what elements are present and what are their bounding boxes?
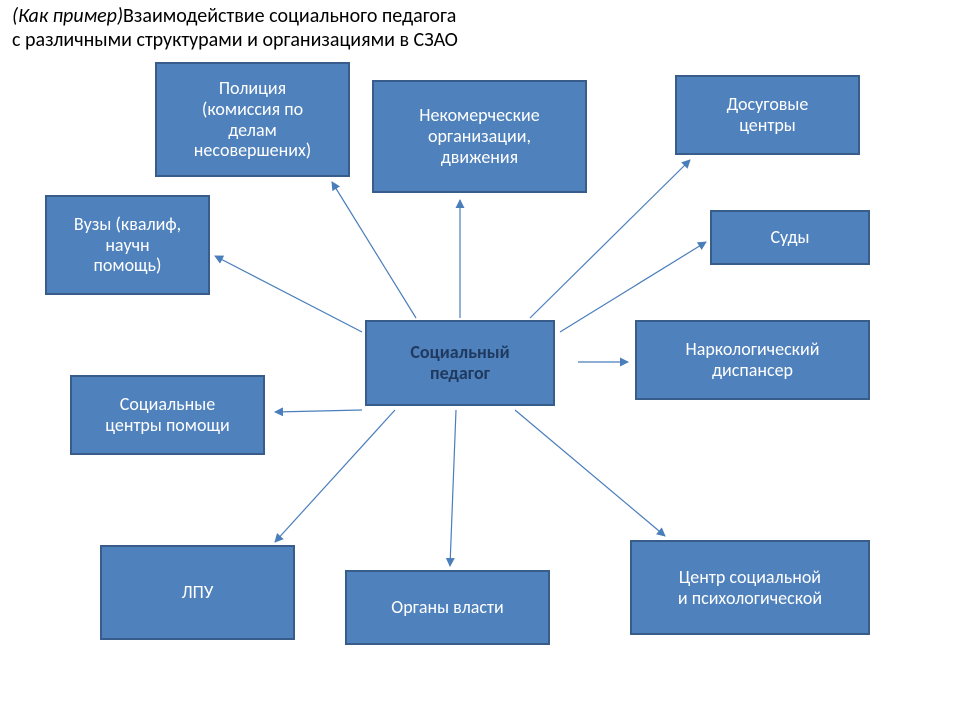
node-gov: Органы власти — [345, 570, 550, 645]
node-label-psych: Центр социальнойи психологической — [678, 567, 822, 608]
node-label-courts: Суды — [770, 227, 809, 248]
node-label-leisure: Досуговыецентры — [727, 94, 809, 135]
node-vuz: Вузы (квалиф,научнпомощь) — [45, 195, 210, 295]
arrow-8 — [450, 410, 456, 566]
node-label-nko: Некомерческиеорганизации,движения — [419, 105, 539, 167]
arrow-3 — [215, 256, 362, 332]
node-label-center: Социальныйпедагог — [410, 342, 509, 383]
arrow-5 — [275, 410, 362, 412]
node-label-lpu: ЛПУ — [182, 582, 214, 603]
node-lpu: ЛПУ — [100, 545, 295, 640]
node-center: Социальныйпедагог — [365, 320, 555, 406]
arrow-7 — [275, 410, 395, 542]
node-nko: Некомерческиеорганизации,движения — [372, 80, 587, 193]
node-leisure: Досуговыецентры — [675, 75, 860, 155]
node-narco: Наркологическийдиспансер — [635, 320, 870, 400]
node-soccent: Социальныецентры помощи — [70, 375, 265, 455]
node-police: Полиция(комиссия поделамнесовершених) — [155, 62, 350, 177]
node-courts: Суды — [710, 210, 870, 265]
node-label-vuz: Вузы (квалиф,научнпомощь) — [74, 214, 181, 276]
node-label-narco: Наркологическийдиспансер — [686, 339, 820, 380]
arrow-4 — [560, 242, 706, 332]
arrow-0 — [332, 182, 416, 318]
node-psych: Центр социальнойи психологической — [630, 540, 870, 635]
title-line2: с различными структурами и организациями… — [12, 28, 458, 52]
node-label-soccent: Социальныецентры помощи — [105, 394, 229, 435]
diagram-title: (Как пример)Взаимодействие социального п… — [12, 4, 458, 52]
arrow-9 — [515, 410, 665, 536]
node-label-police: Полиция(комиссия поделамнесовершених) — [194, 78, 311, 161]
title-line1: Взаимодействие социального педагога — [123, 4, 456, 28]
node-label-gov: Органы власти — [391, 597, 503, 618]
title-prefix: (Как пример) — [12, 4, 123, 28]
